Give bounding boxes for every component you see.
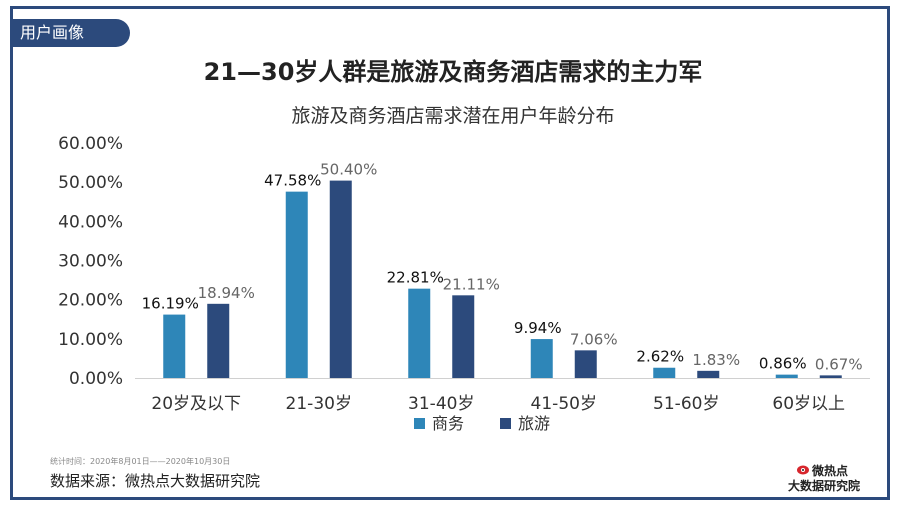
bar-business <box>530 339 553 378</box>
data-label: 7.06% <box>570 330 618 348</box>
y-tick-label: 0.00% <box>69 369 123 389</box>
bar-business <box>285 191 308 378</box>
y-tick-label: 60.00% <box>58 134 123 154</box>
legend-label: 商务 <box>432 414 464 433</box>
x-tick-label: 20岁及以下 <box>151 394 241 414</box>
data-label: 18.94% <box>198 284 255 302</box>
bar-travel <box>452 295 475 378</box>
chart-title: 旅游及商务酒店需求潜在用户年龄分布 <box>291 105 615 127</box>
bar-travel <box>329 180 352 378</box>
bar-business <box>163 314 186 378</box>
legend-swatch <box>414 418 425 429</box>
data-source: 数据来源：微热点大数据研究院 <box>50 472 261 490</box>
x-tick-label: 51-60岁 <box>653 394 719 414</box>
section-tag: 用户画像 <box>10 19 130 47</box>
data-label: 22.81% <box>387 269 444 287</box>
y-tick-label: 30.00% <box>58 252 123 272</box>
page-title: 21—30岁人群是旅游及商务酒店需求的主力军 <box>203 58 703 86</box>
logo-subtitle: 大数据研究院 <box>788 479 861 493</box>
slide-frame <box>10 6 890 500</box>
bar-travel <box>207 303 230 378</box>
period-note: 统计时间：2020年8月01日——2020年10月30日 <box>50 457 231 466</box>
data-label: 47.58% <box>264 172 321 190</box>
data-label: 2.62% <box>636 348 684 366</box>
x-tick-label: 21-30岁 <box>286 394 352 414</box>
data-label: 0.67% <box>815 355 863 373</box>
bar-travel <box>697 370 720 378</box>
legend-swatch <box>500 418 511 429</box>
data-label: 21.11% <box>443 275 500 293</box>
logo-name: 微热点 <box>812 464 849 478</box>
x-tick-label: 60岁以上 <box>772 394 845 414</box>
legend-label: 旅游 <box>518 414 550 433</box>
eye-logo-icon <box>797 465 809 475</box>
bar-travel <box>819 375 842 378</box>
x-tick-label: 31-40岁 <box>408 394 474 414</box>
bar-business <box>408 288 431 378</box>
data-label: 16.19% <box>142 295 199 313</box>
y-tick-label: 40.00% <box>58 212 123 232</box>
x-tick-label: 41-50岁 <box>531 394 597 414</box>
data-label: 1.83% <box>692 351 740 369</box>
bar-travel <box>574 350 597 378</box>
data-label: 0.86% <box>759 355 807 373</box>
y-tick-label: 10.00% <box>58 330 123 350</box>
bar-business <box>775 374 798 378</box>
brand-logo: 微热点 大数据研究院 <box>788 462 878 494</box>
data-label: 9.94% <box>514 319 562 337</box>
y-tick-label: 20.00% <box>58 291 123 311</box>
y-tick-label: 50.00% <box>58 173 123 193</box>
bar-business <box>653 367 676 378</box>
data-label: 50.40% <box>320 161 377 179</box>
